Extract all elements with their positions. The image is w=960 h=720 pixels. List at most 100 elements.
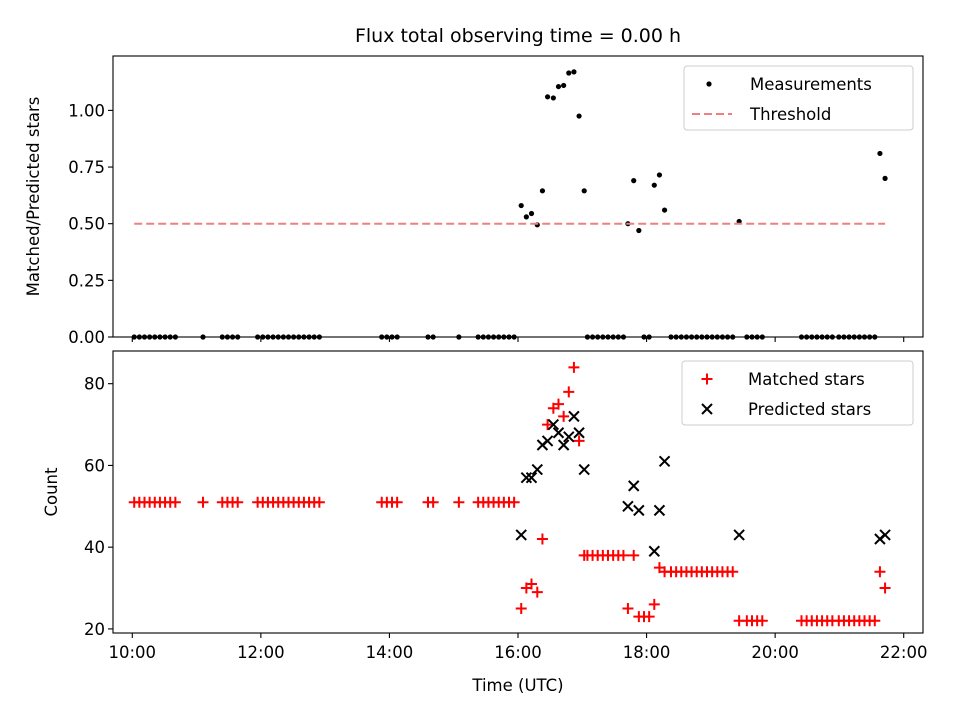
data-point bbox=[628, 480, 640, 492]
x-axis-label: Time (UTC) bbox=[471, 676, 563, 695]
x-tick-label: 22:00 bbox=[880, 643, 928, 662]
y-tick-label: 0.25 bbox=[68, 271, 105, 290]
data-point bbox=[515, 529, 527, 541]
legend-marker bbox=[701, 373, 713, 385]
y-tick-label: 80 bbox=[84, 375, 105, 394]
data-point bbox=[874, 566, 886, 578]
plot-frame bbox=[112, 55, 924, 338]
y-tick-label: 20 bbox=[84, 620, 105, 639]
legend-marker bbox=[706, 81, 712, 87]
x-tick-label: 18:00 bbox=[623, 643, 671, 662]
legend-box bbox=[681, 360, 914, 426]
y-tick-label: 0.50 bbox=[68, 215, 105, 234]
data-point bbox=[578, 463, 590, 476]
data-point bbox=[536, 533, 548, 545]
data-point bbox=[552, 427, 565, 439]
data-point bbox=[563, 386, 575, 398]
data-point bbox=[879, 529, 891, 541]
x-tick-label: 16:00 bbox=[494, 643, 542, 662]
x-tick-label: 20:00 bbox=[751, 643, 799, 662]
legend-marker bbox=[701, 403, 713, 415]
data-point bbox=[633, 504, 645, 517]
data-point bbox=[518, 202, 524, 209]
series-predicted-stars bbox=[515, 410, 891, 557]
data-point bbox=[508, 496, 520, 508]
data-point bbox=[622, 500, 634, 513]
x-tick-label: 12:00 bbox=[237, 643, 285, 662]
data-point bbox=[581, 188, 587, 194]
data-point bbox=[879, 582, 891, 594]
legend-label: Matched stars bbox=[748, 370, 865, 389]
data-point bbox=[531, 586, 543, 598]
data-point bbox=[658, 455, 671, 468]
data-point bbox=[555, 83, 562, 90]
data-point bbox=[525, 471, 538, 484]
data-point bbox=[169, 496, 181, 508]
data-point bbox=[547, 418, 560, 431]
y-tick-label: 40 bbox=[84, 538, 105, 557]
data-point bbox=[656, 172, 663, 178]
data-point bbox=[568, 361, 580, 373]
data-point bbox=[617, 549, 629, 561]
data-point bbox=[197, 496, 209, 508]
legend: Measurements Threshold bbox=[683, 65, 914, 131]
data-point bbox=[313, 496, 325, 508]
data-point bbox=[631, 178, 637, 184]
data-point bbox=[453, 496, 465, 508]
legend: Matched stars Predicted stars bbox=[681, 360, 914, 426]
data-point bbox=[568, 410, 580, 423]
data-point bbox=[541, 435, 554, 447]
data-point bbox=[531, 463, 543, 476]
data-point bbox=[643, 611, 655, 623]
plot-frame bbox=[112, 350, 924, 634]
data-point bbox=[882, 175, 888, 181]
count-panel: 20 40 60 80 10:00 12:00 14:00 16:00 18:00 20:00 22… bbox=[42, 350, 928, 662]
data-point bbox=[526, 578, 537, 590]
data-point bbox=[558, 410, 570, 422]
data-point bbox=[648, 545, 660, 557]
legend-label: Predicted stars bbox=[748, 400, 871, 419]
data-point bbox=[651, 182, 657, 188]
chart-title: Flux total observing time = 0.00 h bbox=[355, 25, 681, 47]
data-point bbox=[515, 602, 527, 614]
data-point bbox=[561, 82, 567, 89]
data-point bbox=[573, 435, 585, 447]
data-point bbox=[628, 549, 640, 561]
data-point bbox=[391, 496, 403, 508]
x-tick-label: 14:00 bbox=[366, 643, 414, 662]
data-point bbox=[427, 496, 439, 508]
data-point bbox=[648, 598, 660, 610]
data-point bbox=[636, 227, 642, 234]
data-point bbox=[573, 427, 585, 439]
data-point bbox=[661, 207, 668, 213]
data-point bbox=[756, 615, 768, 627]
series-matched-stars bbox=[128, 361, 891, 627]
data-point bbox=[622, 602, 634, 614]
y-tick-label: 0.75 bbox=[68, 158, 105, 177]
y-tick-label: 60 bbox=[84, 456, 105, 475]
data-point bbox=[544, 94, 551, 100]
data-point bbox=[557, 439, 570, 451]
data-point bbox=[869, 615, 881, 627]
data-point bbox=[653, 504, 666, 517]
data-point bbox=[571, 69, 577, 75]
y-tick-label: 0.00 bbox=[68, 328, 105, 347]
legend-box bbox=[683, 65, 914, 131]
legend-label: Measurements bbox=[750, 75, 872, 94]
data-point bbox=[520, 471, 533, 484]
data-point bbox=[877, 150, 883, 157]
data-point bbox=[566, 70, 572, 76]
legend-label: Threshold bbox=[749, 105, 831, 124]
data-point bbox=[563, 431, 575, 443]
y-axis-label: Matched/Predicted stars bbox=[24, 97, 43, 297]
data-point bbox=[523, 214, 529, 220]
data-point bbox=[727, 566, 739, 578]
data-point bbox=[733, 529, 745, 541]
y-tick-label: 1.00 bbox=[68, 101, 105, 120]
data-point bbox=[550, 95, 556, 101]
data-point bbox=[232, 496, 244, 508]
x-tick-label: 10:00 bbox=[109, 643, 157, 662]
ratio-panel: 0.00 0.25 0.50 0.75 1.00 Matched/Predicted st… bbox=[24, 55, 924, 347]
y-axis-label: Count bbox=[42, 467, 61, 517]
